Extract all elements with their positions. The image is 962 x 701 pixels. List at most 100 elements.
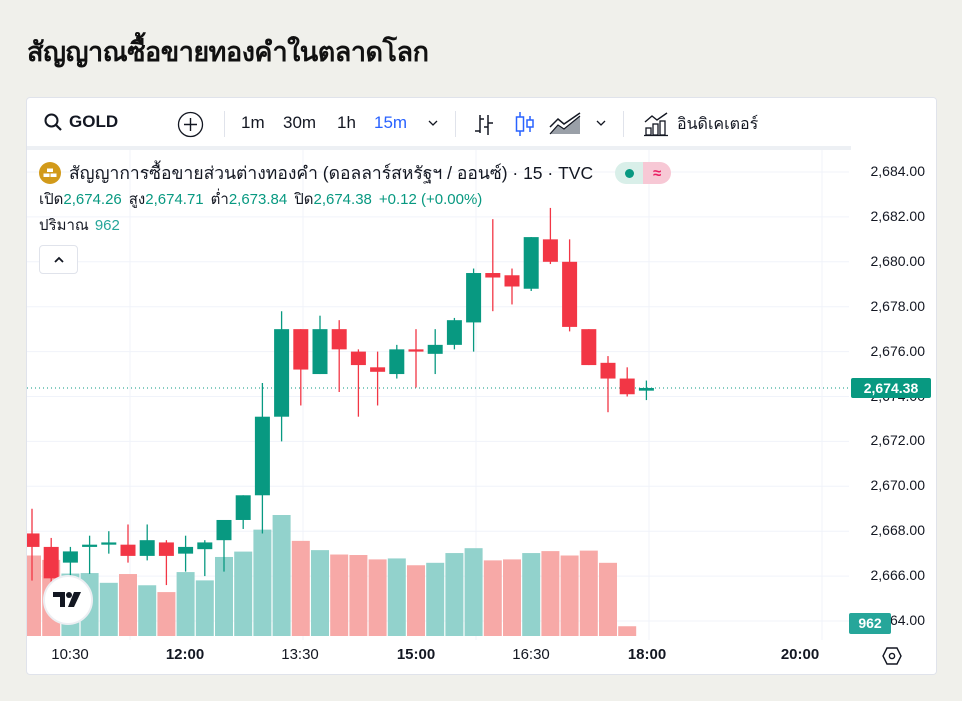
candle-body[interactable] [158,542,174,556]
candles-icon [515,112,534,136]
interval-1m[interactable]: 1m [241,113,265,132]
bars-icon [475,115,493,135]
price-tick-label: 2,680.00 [870,252,926,269]
tradingview-logo[interactable] [43,575,93,625]
candle-body[interactable] [427,344,443,354]
candle-body[interactable] [43,546,59,579]
interval-dropdown-button[interactable] [426,116,440,130]
toolbar-divider [224,111,225,137]
price-tick-label: 2,682.00 [870,207,926,224]
candle-body[interactable] [466,273,482,323]
volume-bar [195,580,214,636]
volume-bar [618,626,637,636]
time-tick-label: 15:00 [396,646,436,663]
candle-body[interactable] [274,329,290,417]
market-status-pill[interactable]: ≈ [615,162,672,184]
page-title: สัญญาณซื้อขายทองคำในตลาดโลก [27,37,429,68]
tradingview-logo-icon [53,592,81,607]
chart-toolbar: GOLD 1m 30m 1h 15m อินดิเคเตอร์ [27,98,936,150]
change-value: +0.12 (+0.00%) [378,190,483,208]
candle-body[interactable] [139,540,155,556]
price-tick-label: 2,676.00 [870,342,926,359]
candle-body[interactable] [542,239,558,262]
candle-body[interactable] [389,349,405,375]
open-value: 2,674.26 [63,190,122,208]
volume-bar [445,553,464,636]
chevron-down-icon [428,120,438,126]
price-axis[interactable]: 2,684.00 2,682.00 2,680.00 2,678.00 2,676.00… [851,98,936,674]
chart-settings-button[interactable] [881,646,903,670]
candle-body[interactable] [350,351,366,366]
volume-bar [579,550,598,636]
volume-bar [522,553,541,636]
symbol-description[interactable]: สัญญาการซื้อขายส่วนต่างทองคำ (ดอลลาร์สหร… [69,163,594,183]
volume-bar [349,555,368,636]
candles-chart-button[interactable] [513,110,537,138]
time-tick-label: 18:00 [627,646,667,663]
toolbar-divider [455,111,456,137]
gold-bars-icon [39,162,61,184]
volume-bar [330,554,349,636]
toolbar-divider [623,111,624,137]
candle-body[interactable] [197,542,213,550]
candle-body[interactable] [638,387,654,391]
volume-bar [234,551,253,636]
price-tick-label: 2,668.00 [870,522,926,539]
area-chart-button[interactable] [548,112,582,136]
volume-bar [407,565,425,636]
candle-body[interactable] [370,367,386,372]
chart-widget: GOLD 1m 30m 1h 15m อินดิเคเตอร์ [26,97,937,675]
indicators-label: อินดิเคเตอร์ [677,115,759,133]
candle-body[interactable] [485,273,501,278]
candle-body[interactable] [446,320,462,345]
candle-body[interactable] [82,544,98,547]
chart-legend: สัญญาการซื้อขายส่วนต่างทองคำ (ดอลลาร์สหร… [39,160,672,274]
candle-body[interactable] [562,261,578,327]
volume-legend: ปริมาณ 962 [39,217,120,234]
candle-body[interactable] [62,551,78,563]
interval-1h[interactable]: 1h [337,113,356,132]
chart-type-dropdown-button[interactable] [594,116,608,130]
interval-15m[interactable]: 15m [374,113,408,132]
volume-bar [119,574,137,636]
bars-chart-button[interactable] [473,111,495,137]
area-icon [549,112,581,135]
candle-body[interactable] [581,329,597,366]
candle-body[interactable] [408,349,424,352]
candle-body[interactable] [619,378,635,395]
candle-body[interactable] [523,237,539,289]
volume-bar [368,559,387,636]
interval-30m[interactable]: 30m [283,113,317,132]
candle-body[interactable] [178,546,194,554]
indicators-button[interactable]: อินดิเคเตอร์ [643,111,758,137]
time-tick-label: 20:00 [780,646,820,663]
volume-value: 962 [94,217,120,234]
hexagon-settings-icon [882,647,902,665]
candle-body[interactable] [331,329,347,350]
candle-body[interactable] [235,495,251,520]
candle-body[interactable] [254,416,270,496]
volume-bar [426,562,445,636]
volume-bar [599,562,617,636]
delayed-data-icon: ≈ [643,162,672,184]
market-open-dot-icon [615,162,644,184]
volume-bar [291,540,310,636]
close-value: 2,674.38 [313,190,372,208]
price-tick-label: 2,684.00 [870,163,926,179]
candle-body[interactable] [101,542,117,545]
candle-body[interactable] [120,544,136,556]
candle-body[interactable] [293,329,309,370]
candle-body[interactable] [312,329,328,375]
candle-body[interactable] [216,519,232,541]
price-chart-canvas[interactable] [27,150,849,674]
volume-bar [138,585,157,636]
candle-body[interactable] [27,533,40,547]
time-tick-label: 13:30 [281,646,319,663]
compare-symbol-button[interactable] [177,111,204,138]
volume-bar [503,559,521,636]
collapse-legend-button[interactable] [39,245,78,274]
symbol-search-button[interactable]: GOLD [43,112,118,132]
candle-body[interactable] [504,275,520,287]
volume-bar [215,556,233,636]
candle-body[interactable] [600,362,616,379]
